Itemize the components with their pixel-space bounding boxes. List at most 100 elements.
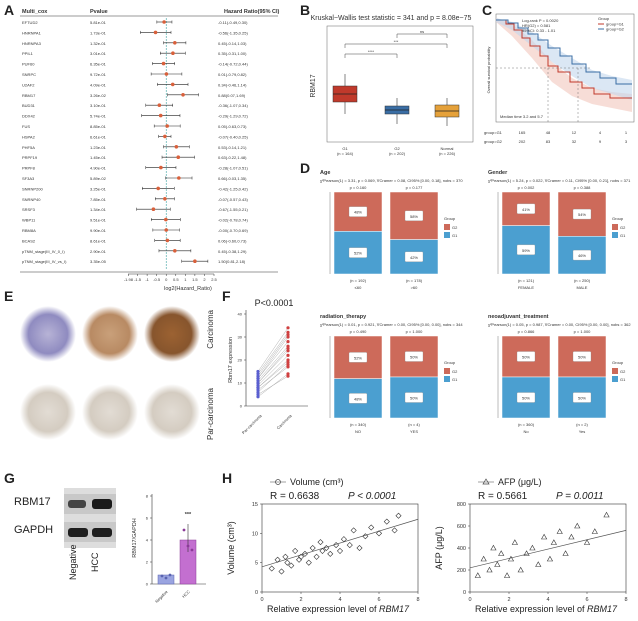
scatter-legend: Volume (cm³) <box>290 477 344 487</box>
tissue-par-2 <box>82 384 138 440</box>
forest-gene: PRPF19 <box>22 155 38 160</box>
scatter-point <box>340 536 347 543</box>
group-n-normal: (n = 226) <box>439 151 456 156</box>
stacked-legend-title: Group <box>444 216 456 221</box>
stacked-legend-g1: G1 <box>620 233 626 238</box>
forest-gene: EFTUD2 <box>22 20 38 25</box>
tissue-par-1 <box>20 384 76 440</box>
stacked-x: NO <box>355 429 361 434</box>
survival-curve-g2 <box>496 19 632 85</box>
stacked-title: neoadjuvant_treatment <box>488 314 549 320</box>
band-rbm17-hcc <box>92 499 112 509</box>
stacked-title: Age <box>320 170 330 176</box>
forest-hr: -0.07(-0.40,0.25) <box>218 134 248 139</box>
forest-hr: 0.45(-0.38,1.29) <box>218 249 247 254</box>
risk-cell: 12 <box>572 130 577 135</box>
stacked-label-g2: 50% <box>578 355 586 360</box>
scatter-point <box>268 565 275 572</box>
paired-point-par <box>256 390 260 394</box>
scatter-point <box>288 562 295 569</box>
forest-hr: 0.88(0.07,1.69) <box>218 93 246 98</box>
scatter-ytick: 400 <box>457 546 466 552</box>
scatter-point <box>278 568 285 575</box>
stacked-n: (n = 360) <box>518 422 535 427</box>
stacked-pval: p = 0.177 <box>406 185 424 190</box>
paired-point-car <box>286 344 290 348</box>
scatter-point <box>523 550 530 556</box>
stacked-label-g2: 48% <box>354 210 362 215</box>
scatter-point <box>309 544 316 552</box>
paired-point-car <box>286 363 290 367</box>
forest-hr: -0.07(-0.57,0.43) <box>218 197 248 202</box>
tissue-carcinoma-1 <box>20 306 76 362</box>
forest-pvalue: 2.90e-01 <box>90 249 107 254</box>
stacked-stat: χ²Pearson(1) = 5.24, p = 0.022, V̂Cramer… <box>488 178 631 183</box>
forest-pvalue: 4.09e-01 <box>90 82 107 87</box>
paired-point-par <box>256 372 260 376</box>
stacked-panel: Age χ²Pearson(1) = 3.31, p = 0.069, V̂Cra… <box>320 170 463 290</box>
scatter-point <box>333 542 340 549</box>
stacked-pval: p = 0.490 <box>350 329 368 334</box>
forest-point <box>173 41 177 45</box>
stacked-n: (n = 192) <box>350 278 367 283</box>
paired-point-car <box>286 372 290 376</box>
scatter-xlabel: Relative expression level of RBM17 <box>267 604 410 614</box>
scatter-point <box>297 553 305 560</box>
scatter-point <box>301 550 308 557</box>
forest-hr: 0.63(-0.22,1.48) <box>218 155 247 160</box>
forest-gene: SNRPC <box>22 72 36 77</box>
forest-pvalue: 4.90e-01 <box>90 166 107 171</box>
group-n-g2: (n = 202) <box>389 151 406 156</box>
forest-point <box>164 72 169 76</box>
panel-label-b: B <box>300 2 311 18</box>
scatter-xtick: 6 <box>585 597 588 603</box>
stacked-legend-g2: G2 <box>620 369 626 374</box>
tissue-row1-label: Carcinoma <box>206 310 215 349</box>
forest-point <box>156 186 160 191</box>
scatter-point <box>327 550 334 557</box>
blot-bar-tick: 0 <box>146 582 149 587</box>
survival-median-note: Median time 3.2 and 5.7 <box>500 114 544 119</box>
tissue-carcinoma-2 <box>82 306 138 362</box>
panel-label-d: D <box>300 160 311 176</box>
panel-label-e: E <box>4 288 14 304</box>
scatter-ytick: 0 <box>255 590 258 596</box>
stacked-seg-g2 <box>501 335 551 378</box>
stacked-legend-g1: G1 <box>452 233 458 238</box>
blot-bar-tick: 2 <box>146 560 149 565</box>
forest-pvalue: 7.85e-01 <box>90 197 107 202</box>
scatter-point <box>583 539 591 545</box>
stacked-x: MALE <box>577 285 588 290</box>
forest-tick: 2.5 <box>211 277 217 282</box>
scatter-point <box>346 542 353 549</box>
stacked-label-g1: 46% <box>578 253 586 258</box>
forest-point <box>171 51 175 55</box>
forest-pvalue: 8.61e-01 <box>90 238 107 243</box>
paired-point-car <box>286 335 290 339</box>
forest-hr: -0.42(-1.25,0.42) <box>218 186 248 191</box>
scatter-fit-line <box>261 518 419 568</box>
stacked-x: Yes <box>579 429 586 434</box>
survival-curve-g1 <box>496 19 632 99</box>
scatter-point <box>274 556 281 563</box>
scatter-point <box>375 530 383 537</box>
forest-point <box>181 93 185 97</box>
scatter-xtick: 8 <box>416 597 419 603</box>
forest-point <box>158 113 163 118</box>
scatter-point <box>480 555 487 562</box>
stacked-panels: Age χ²Pearson(1) = 3.31, p = 0.069, V̂Cra… <box>320 170 631 434</box>
forest-point <box>177 176 181 180</box>
scatter-point <box>282 553 289 560</box>
stacked-label-g1: 52% <box>354 251 362 256</box>
forest-hr: -0.56(-1.35,0.25) <box>218 30 248 35</box>
paired-point-par <box>256 369 260 374</box>
scatter-ylabel: Volume (cm³) <box>226 521 236 575</box>
survival-ylabel: Overall survival probability <box>486 47 491 94</box>
blot-lane-negative: Negative <box>68 544 78 580</box>
forest-point <box>161 61 166 66</box>
forest-x-axis: -1.98 -1.5 -1 -0.5 0 0.5 1 1.5 2 2.5 <box>124 273 218 282</box>
stacked-seg-g1 <box>557 236 607 275</box>
stacked-x: >60 <box>411 285 419 290</box>
stacked-bar-grid: Age χ²Pearson(1) = 3.31, p = 0.069, V̂Cra… <box>320 170 631 434</box>
forest-col-p: Pvalue <box>90 9 108 15</box>
